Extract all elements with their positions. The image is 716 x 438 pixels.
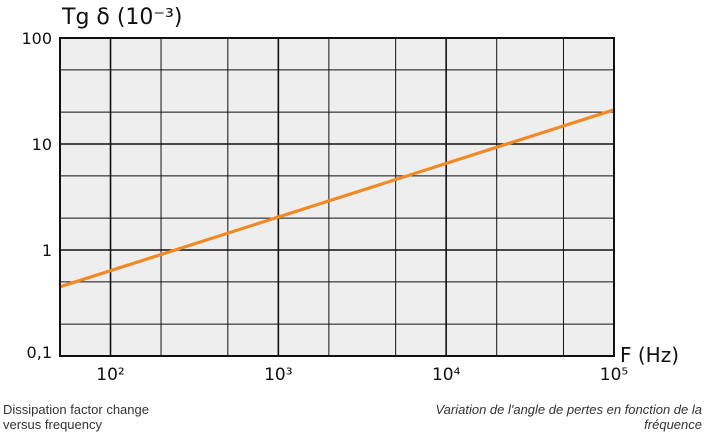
- series-line: [59, 108, 615, 289]
- caption-french: Variation de l'angle de pertes en foncti…: [435, 402, 702, 432]
- y-tick-label: 1: [42, 241, 52, 260]
- y-tick-label: 100: [21, 29, 52, 48]
- chart: 10² 10³ 10⁴ 10⁵ 0,1 1 10 100 Tg δ (10⁻³) F (Hz): [21, 5, 679, 385]
- plot-frame: [59, 37, 615, 357]
- x-tick-label: 10⁵: [600, 365, 628, 385]
- y-tick-label: 0,1: [27, 343, 52, 362]
- x-axis-label: F (Hz): [620, 343, 679, 367]
- x-tick-label: 10²: [96, 365, 124, 385]
- caption-english: Dissipation factor change versus frequen…: [3, 402, 149, 432]
- y-axis-label: Tg δ (10⁻³): [61, 5, 182, 30]
- y-tick-label: 10: [32, 135, 52, 154]
- x-tick-label: 10³: [264, 365, 292, 385]
- series-layer: [59, 108, 615, 289]
- grid: [60, 38, 614, 356]
- tick-labels: 10² 10³ 10⁴ 10⁵ 0,1 1 10 100: [21, 29, 628, 385]
- x-tick-label: 10⁴: [432, 365, 461, 385]
